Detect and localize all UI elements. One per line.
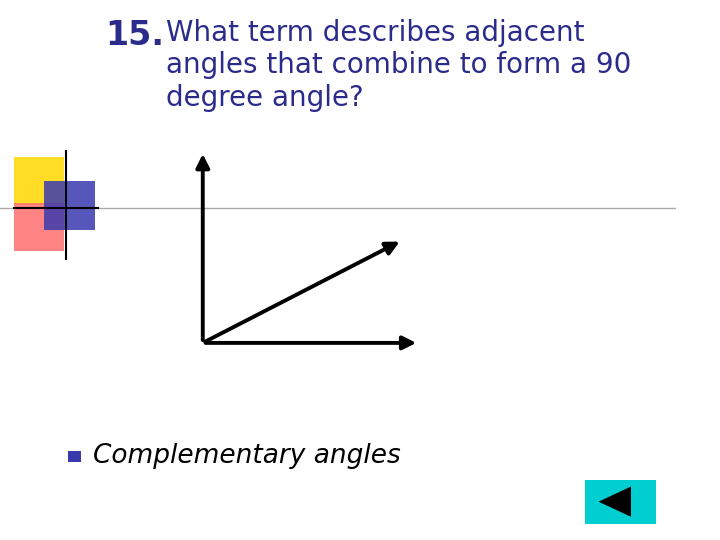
FancyBboxPatch shape <box>14 157 64 205</box>
Polygon shape <box>598 487 631 517</box>
Text: What term describes adjacent
angles that combine to form a 90
degree angle?: What term describes adjacent angles that… <box>166 19 631 112</box>
FancyBboxPatch shape <box>68 451 81 462</box>
FancyBboxPatch shape <box>44 181 94 230</box>
FancyBboxPatch shape <box>14 202 64 251</box>
FancyBboxPatch shape <box>585 480 656 524</box>
Text: 15.: 15. <box>105 19 163 52</box>
Text: Complementary angles: Complementary angles <box>94 443 401 469</box>
